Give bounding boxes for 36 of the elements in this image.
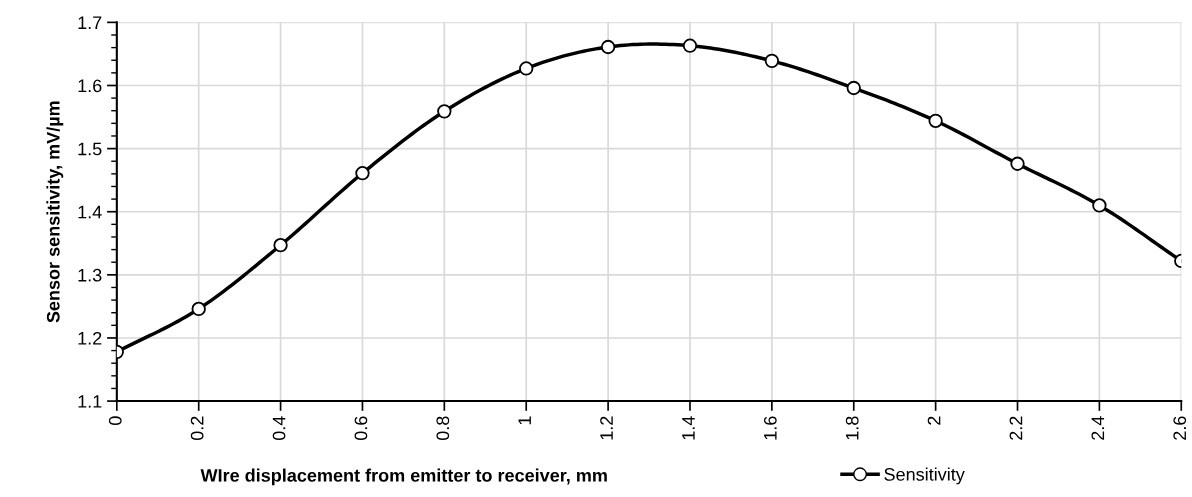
x-tick-label: 1.8 <box>845 416 859 440</box>
point <box>355 166 370 181</box>
point <box>437 104 452 119</box>
point <box>273 238 288 253</box>
point <box>928 113 943 128</box>
point <box>519 61 534 76</box>
y-tick-label: 1.7 <box>78 16 102 29</box>
y-axis-title: Sensor sensitivity, mV/µm <box>46 101 64 323</box>
x-tick-label: 0.2 <box>190 416 204 441</box>
y-tick-label: 1.3 <box>78 268 102 282</box>
x-tick-label: 2 <box>927 416 941 425</box>
x-tick-label: 0.4 <box>272 416 286 441</box>
point <box>846 80 861 96</box>
x-tick-label: 1.4 <box>682 416 695 440</box>
point <box>682 38 698 53</box>
x-tick-label: 2.4 <box>1091 416 1105 440</box>
point <box>191 301 206 317</box>
y-tick-label: 1.2 <box>78 331 102 345</box>
point <box>764 53 780 69</box>
x-tick-label: 0.8 <box>436 416 450 441</box>
y-tick-label: 1.1 <box>78 395 102 408</box>
x-tick-label: 0 <box>108 416 122 425</box>
legend-label: Sensitivity <box>884 467 965 485</box>
x-tick-label: 1.6 <box>763 416 777 440</box>
point <box>1010 156 1025 171</box>
point <box>600 39 616 55</box>
x-tick-label: 0.6 <box>354 416 368 441</box>
x-tick-label: 1.2 <box>600 416 613 440</box>
y-tick-label: 1.5 <box>78 142 102 156</box>
point <box>1092 198 1107 213</box>
y-tick-label: 1.4 <box>78 205 102 219</box>
x-tick-label: 1 <box>518 416 531 425</box>
x-tick-label: 2.2 <box>1009 416 1023 440</box>
x-axis-title: WIre displacement from emitter to receiver, mm <box>200 468 607 486</box>
x-tick-label: 2.6 <box>1173 416 1187 440</box>
y-tick-label: 1.6 <box>78 79 102 93</box>
